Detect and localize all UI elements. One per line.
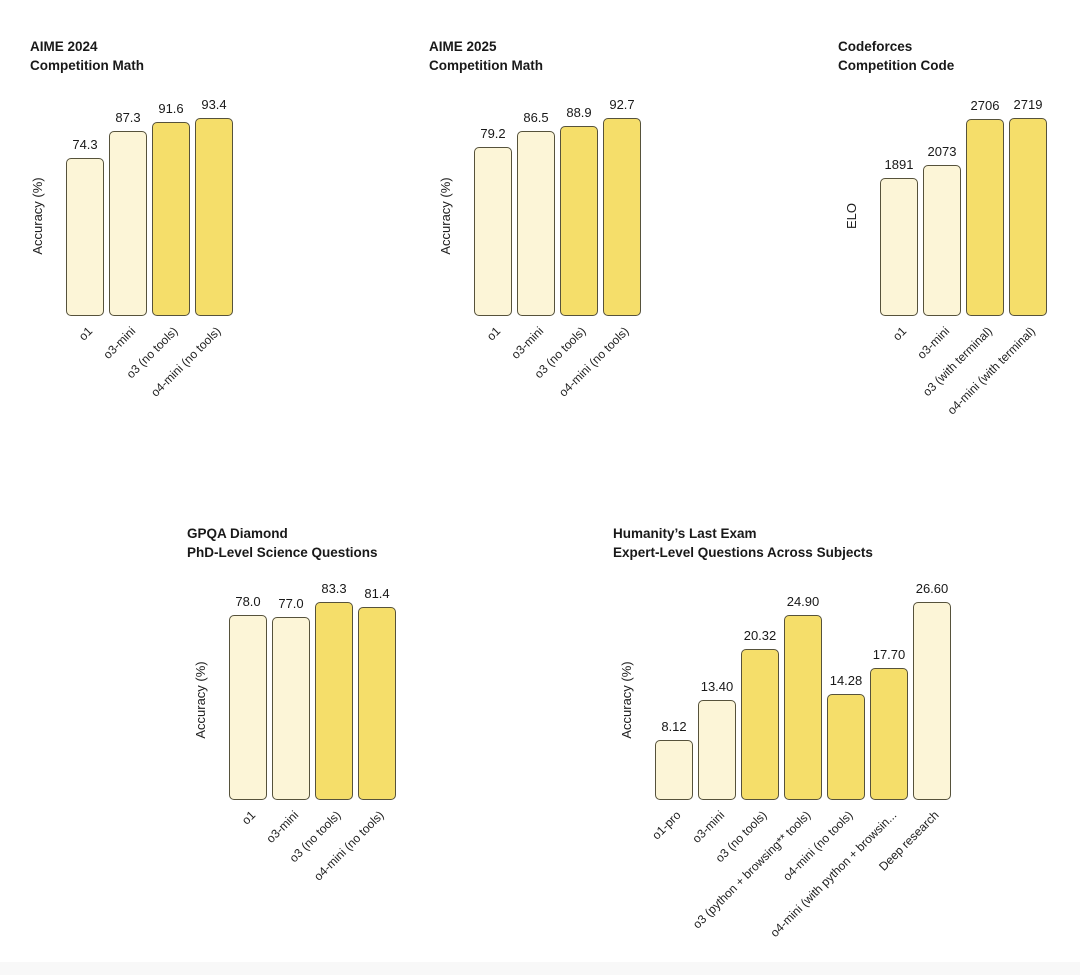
- chart-title: AIME 2025 Competition Math: [429, 37, 543, 75]
- chart-title-line1: Humanity’s Last Exam: [613, 526, 757, 541]
- bar-value-label: 79.2: [480, 126, 506, 141]
- bar: [66, 158, 104, 316]
- bar: [655, 740, 693, 800]
- footer-band: [0, 962, 1080, 975]
- bar-value-label: 86.5: [523, 110, 549, 125]
- chart-title-line2: Competition Code: [838, 58, 955, 73]
- chart-title-line1: AIME 2024: [30, 39, 98, 54]
- chart-title-line1: GPQA Diamond: [187, 526, 288, 541]
- bar: [1009, 118, 1047, 316]
- chart-title: AIME 2024 Competition Math: [30, 37, 144, 75]
- chart-aime-2024: AIME 2024 Competition Math Accuracy (%) …: [30, 37, 233, 399]
- bar: [272, 617, 310, 800]
- bar-value-label: 87.3: [115, 110, 141, 125]
- bar-value-label: 78.0: [235, 594, 261, 609]
- bar-value-label: 8.12: [661, 719, 687, 734]
- plot-area: 79.2 o1 86.5 o3-mini 88.9 o3 (no tools) 92.7 o4…: [474, 97, 641, 399]
- chart-gpqa-diamond: GPQA Diamond PhD-Level Science Questions…: [187, 524, 396, 883]
- y-axis-label: ELO: [844, 203, 859, 230]
- x-tick-label: o3-mini: [100, 324, 138, 362]
- x-tick-label: o1-pro: [649, 808, 684, 843]
- x-tick-label: o3-mini: [689, 808, 727, 846]
- bar: [827, 694, 865, 800]
- chart-title: Humanity’s Last Exam Expert-Level Questi…: [613, 524, 873, 562]
- bar: [109, 131, 147, 316]
- chart-title-line2: Competition Math: [429, 58, 543, 73]
- bar: [152, 122, 190, 316]
- x-tick-label: o3-mini: [263, 808, 301, 846]
- bar: [315, 602, 353, 800]
- chart-codeforces: Codeforces Competition Code ELO 1891 o1 20…: [838, 37, 1047, 417]
- bar: [195, 118, 233, 316]
- x-tick-label: o1: [238, 808, 258, 828]
- bar-value-label: 77.0: [278, 596, 304, 611]
- x-tick-label: o3-mini: [914, 324, 952, 362]
- chart-title-line1: AIME 2025: [429, 39, 497, 54]
- chart-title-line1: Codeforces: [838, 39, 913, 54]
- bar: [603, 118, 641, 316]
- bar: [517, 131, 555, 316]
- bar-value-label: 81.4: [364, 586, 390, 601]
- bar: [966, 119, 1004, 316]
- bar: [784, 615, 822, 800]
- y-axis-label: Accuracy (%): [30, 177, 45, 255]
- chart-title-line2: PhD-Level Science Questions: [187, 545, 378, 560]
- bar-value-label: 2706: [970, 98, 1000, 113]
- plot-area: 8.12 o1-pro 13.40 o3-mini 20.32 o3 (no tools)…: [649, 581, 951, 940]
- plot-area: 74.3 o1 87.3 o3-mini 91.6 o3 (no tools) 93.4 o4…: [66, 97, 233, 399]
- plot-area: 78.0 o1 77.0 o3-mini 83.3 o3 (no tools) 81.4 o4…: [229, 581, 396, 883]
- bar-value-label: 24.90: [786, 594, 820, 609]
- bar-value-label: 74.3: [72, 137, 98, 152]
- bar-value-label: 93.4: [201, 97, 227, 112]
- bar: [923, 165, 961, 316]
- bar-value-label: 20.32: [743, 628, 777, 643]
- y-axis-label: Accuracy (%): [619, 661, 634, 739]
- bar: [870, 668, 908, 800]
- bar-value-label: 91.6: [158, 101, 184, 116]
- x-tick-label: o1: [889, 324, 909, 344]
- y-axis-label: Accuracy (%): [193, 661, 208, 739]
- bar-value-label: 83.3: [321, 581, 347, 596]
- bar-value-label: 17.70: [872, 647, 906, 662]
- bar: [880, 178, 918, 316]
- chart-title-line2: Expert-Level Questions Across Subjects: [613, 545, 873, 560]
- x-tick-label: o1: [483, 324, 503, 344]
- bar: [741, 649, 779, 800]
- chart-humanitys-last-exam: Humanity’s Last Exam Expert-Level Questi…: [613, 524, 951, 940]
- bar: [474, 147, 512, 316]
- bar: [698, 700, 736, 800]
- bar-value-label: 1891: [884, 157, 914, 172]
- x-tick-label: o1: [75, 324, 95, 344]
- x-tick-label: o3-mini: [508, 324, 546, 362]
- bar: [560, 126, 598, 316]
- chart-title: GPQA Diamond PhD-Level Science Questions: [187, 524, 378, 562]
- bar-value-label: 13.40: [700, 679, 734, 694]
- chart-title: Codeforces Competition Code: [838, 37, 954, 75]
- bar: [229, 615, 267, 800]
- bar-value-label: 92.7: [609, 97, 635, 112]
- bar-value-label: 14.28: [829, 673, 863, 688]
- x-tick-label: o4-mini (with terminal): [944, 324, 1038, 418]
- plot-area: 1891 o1 2073 o3-mini 2706 o3 (with terminal) 2…: [880, 97, 1047, 417]
- bar-value-label: 2073: [927, 144, 957, 159]
- y-axis-label: Accuracy (%): [438, 177, 453, 255]
- bar: [913, 602, 951, 800]
- chart-aime-2025: AIME 2025 Competition Math Accuracy (%) …: [429, 37, 641, 399]
- bar-value-label: 26.60: [915, 581, 949, 596]
- bar-value-label: 2719: [1013, 97, 1043, 112]
- bar-value-label: 88.9: [566, 105, 592, 120]
- chart-title-line2: Competition Math: [30, 58, 144, 73]
- bar: [358, 607, 396, 800]
